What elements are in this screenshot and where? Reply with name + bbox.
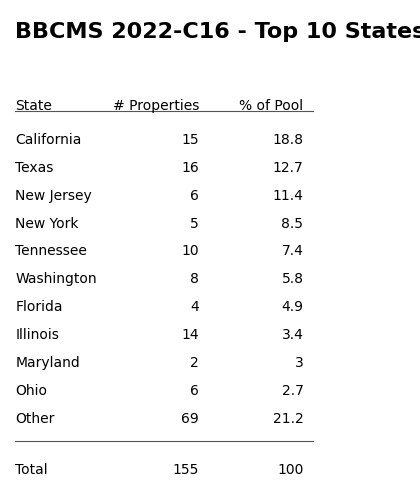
- Text: Maryland: Maryland: [16, 356, 80, 370]
- Text: Illinois: Illinois: [16, 328, 59, 342]
- Text: 2: 2: [190, 356, 199, 370]
- Text: New Jersey: New Jersey: [16, 188, 92, 203]
- Text: 100: 100: [277, 463, 304, 477]
- Text: 8: 8: [190, 272, 199, 286]
- Text: Florida: Florida: [16, 300, 63, 314]
- Text: 155: 155: [173, 463, 199, 477]
- Text: 6: 6: [190, 384, 199, 398]
- Text: 11.4: 11.4: [273, 188, 304, 203]
- Text: Total: Total: [16, 463, 48, 477]
- Text: 2.7: 2.7: [282, 384, 304, 398]
- Text: 6: 6: [190, 188, 199, 203]
- Text: Ohio: Ohio: [16, 384, 47, 398]
- Text: 10: 10: [181, 244, 199, 259]
- Text: Other: Other: [16, 412, 55, 426]
- Text: 18.8: 18.8: [273, 133, 304, 147]
- Text: 15: 15: [181, 133, 199, 147]
- Text: 16: 16: [181, 161, 199, 175]
- Text: State: State: [16, 99, 52, 113]
- Text: 4: 4: [190, 300, 199, 314]
- Text: 21.2: 21.2: [273, 412, 304, 426]
- Text: % of Pool: % of Pool: [239, 99, 304, 113]
- Text: 3.4: 3.4: [282, 328, 304, 342]
- Text: 8.5: 8.5: [281, 217, 304, 230]
- Text: 3: 3: [295, 356, 304, 370]
- Text: 12.7: 12.7: [273, 161, 304, 175]
- Text: 5: 5: [190, 217, 199, 230]
- Text: # Properties: # Properties: [113, 99, 199, 113]
- Text: 14: 14: [181, 328, 199, 342]
- Text: California: California: [16, 133, 82, 147]
- Text: Washington: Washington: [16, 272, 97, 286]
- Text: 7.4: 7.4: [282, 244, 304, 259]
- Text: 4.9: 4.9: [281, 300, 304, 314]
- Text: Tennessee: Tennessee: [16, 244, 87, 259]
- Text: 5.8: 5.8: [281, 272, 304, 286]
- Text: BBCMS 2022-C16 - Top 10 States: BBCMS 2022-C16 - Top 10 States: [16, 22, 420, 42]
- Text: New York: New York: [16, 217, 79, 230]
- Text: Texas: Texas: [16, 161, 54, 175]
- Text: 69: 69: [181, 412, 199, 426]
